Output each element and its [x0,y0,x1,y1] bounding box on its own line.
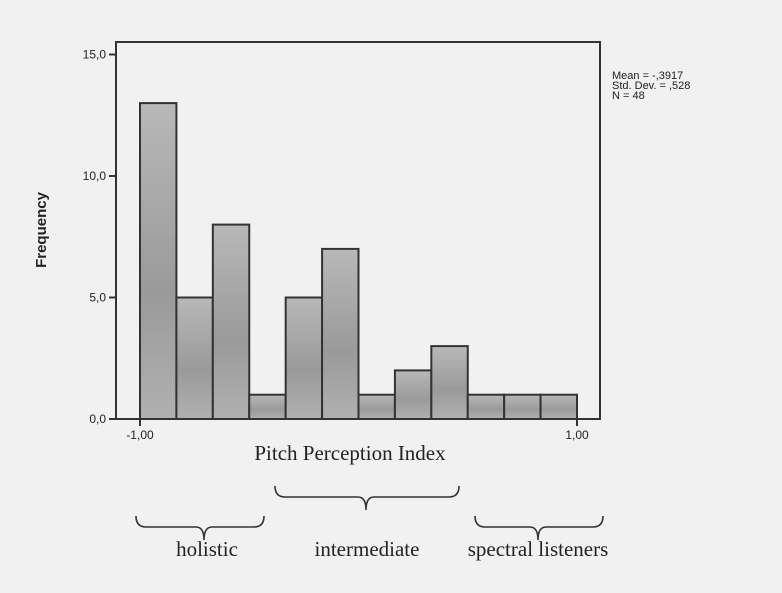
y-tick-label: 0,0 [89,412,106,426]
histogram-bar [539,393,578,421]
group-label-spectral: spectral listeners [468,537,609,561]
histogram-bar [357,393,396,421]
plot-frame [115,41,601,420]
histogram-bar [139,102,178,420]
stat-n: N = 48 [612,90,645,102]
histogram-bar [321,247,360,420]
y-tick-label: 5,0 [89,291,106,305]
histogram-bar [248,393,287,421]
histogram-bar [393,369,433,420]
group-label-intermediate: intermediate [315,537,420,561]
y-tick-label: 15,0 [83,48,107,62]
bars-group [139,102,578,421]
y-axis: 0,0 5,0 10,0 15,0 [83,48,116,426]
y-tick-label: 10,0 [83,169,107,183]
x-axis-label: Pitch Perception Index [254,441,446,465]
brace-intermediate [274,485,460,511]
histogram-bar [430,345,469,421]
stat-mean: Mean = -,3917 [612,70,683,82]
x-axis: -1,00 1,00 [126,419,589,442]
brace-spectral [474,515,604,541]
histogram-bar [284,296,324,420]
histogram-bar [175,296,214,420]
histogram-bar [466,393,506,421]
stat-std-dev: Std. Dev. = ,528 [612,80,690,92]
histogram-bar [503,393,542,421]
x-tick-label: 1,00 [565,428,589,442]
group-label-holistic: holistic [176,537,238,561]
brace-holistic [135,515,265,541]
x-tick-label: -1,00 [126,428,154,442]
histogram-bar [211,223,251,420]
y-axis-label: Frequency [33,191,50,268]
